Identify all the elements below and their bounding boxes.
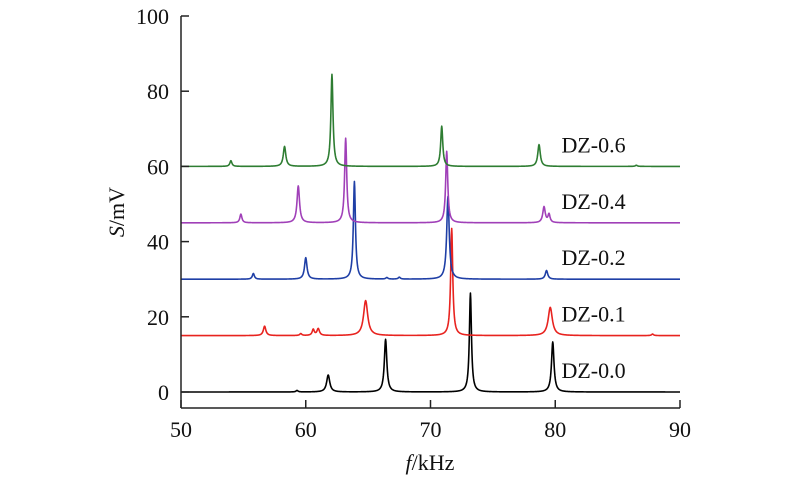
series-label: DZ-0.0 bbox=[561, 358, 625, 383]
series-label: DZ-0.2 bbox=[561, 245, 625, 270]
series-line-dz-0-6 bbox=[180, 73, 681, 168]
series-line-dz-0-1 bbox=[180, 227, 681, 337]
y-tick-label: 100 bbox=[136, 4, 169, 29]
x-tick-label: 50 bbox=[170, 417, 192, 442]
series-label: DZ-0.1 bbox=[561, 302, 625, 327]
series-labels: DZ-0.0 DZ-0.1 DZ-0.2 DZ-0.4 DZ-0.6 bbox=[561, 132, 625, 383]
series-label: DZ-0.6 bbox=[561, 132, 625, 157]
series-layer bbox=[180, 73, 681, 393]
x-tick-label: 60 bbox=[295, 417, 317, 442]
series-label: DZ-0.4 bbox=[561, 189, 625, 214]
x-tick-label: 90 bbox=[669, 417, 691, 442]
series-line-dz-0-4 bbox=[180, 137, 681, 224]
series-line-dz-0-2 bbox=[180, 180, 681, 280]
series-line-dz-0-0 bbox=[180, 292, 681, 393]
x-axis-label: f/kHz bbox=[406, 450, 455, 475]
x-axis-label-symbol: f bbox=[406, 450, 415, 475]
y-tick-label: 60 bbox=[147, 154, 169, 179]
x-axis-label-unit: /kHz bbox=[412, 450, 455, 475]
y-tick-label: 20 bbox=[147, 305, 169, 330]
y-axis-label-symbol: S bbox=[104, 226, 129, 237]
y-axis-label: S/mV bbox=[104, 187, 129, 237]
y-axis-label-unit: /mV bbox=[104, 187, 129, 226]
x-tick-label: 80 bbox=[544, 417, 566, 442]
y-tick-label: 40 bbox=[147, 230, 169, 255]
y-tick-label: 0 bbox=[158, 380, 169, 405]
ticks: 0 20 40 60 80 100 50 60 70 80 90 bbox=[136, 4, 691, 442]
y-tick-label: 80 bbox=[147, 79, 169, 104]
x-tick-label: 70 bbox=[420, 417, 442, 442]
